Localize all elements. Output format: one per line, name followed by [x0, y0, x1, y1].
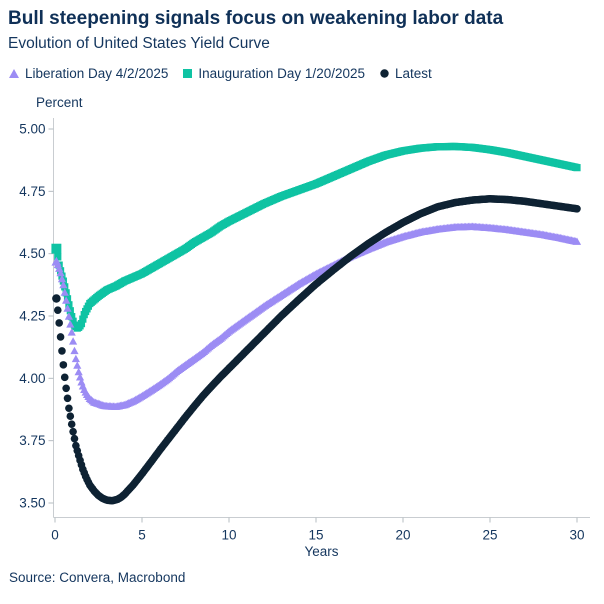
square-icon [183, 69, 193, 78]
svg-text:4.25: 4.25 [19, 308, 45, 323]
page-title: Bull steepening signals focus on weakeni… [8, 8, 504, 29]
svg-text:4.75: 4.75 [19, 184, 45, 199]
source-attribution: Source: Convera, Macrobond [9, 570, 186, 585]
legend-item-liberation-day: Liberation Day 4/2/2025 [9, 66, 168, 81]
svg-text:25: 25 [482, 528, 497, 543]
svg-text:15: 15 [308, 528, 323, 543]
chart-subtitle: Evolution of United States Yield Curve [8, 35, 270, 52]
svg-text:30: 30 [569, 528, 584, 543]
legend-label: Latest [395, 66, 432, 81]
legend-label: Liberation Day 4/2/2025 [25, 66, 169, 81]
legend-label: Inauguration Day 1/20/2025 [198, 66, 365, 81]
svg-text:20: 20 [395, 528, 410, 543]
svg-text:3.50: 3.50 [19, 495, 45, 510]
svg-text:4.50: 4.50 [19, 246, 45, 261]
svg-text:5.00: 5.00 [19, 122, 45, 137]
legend-item-latest: Latest [380, 66, 432, 81]
svg-text:0: 0 [51, 528, 59, 543]
svg-text:5: 5 [138, 528, 146, 543]
x-axis-title: Years [304, 544, 339, 559]
circle-icon [380, 69, 389, 78]
svg-text:4.00: 4.00 [19, 371, 45, 386]
svg-text:3.75: 3.75 [19, 433, 45, 448]
legend-item-inauguration-day: Inauguration Day 1/20/2025 [183, 66, 365, 81]
triangle-icon [9, 69, 19, 78]
legend: Liberation Day 4/2/2025 Inauguration Day… [9, 66, 432, 81]
y-axis-title: Percent [36, 95, 83, 110]
svg-text:10: 10 [221, 528, 236, 543]
